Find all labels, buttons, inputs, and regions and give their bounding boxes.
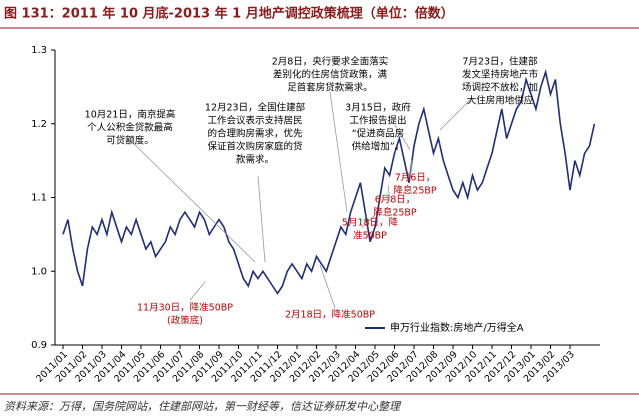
y-tick-label: 1.1 [31, 193, 47, 204]
annotation: 大住房用地供应 [467, 95, 534, 107]
annotation: 可贷额度。 [106, 135, 154, 147]
annotation: 2月18日，降准50BP [285, 309, 375, 321]
annotation: “促进商品房 [352, 128, 404, 140]
annotation: 5月18日，降 [342, 217, 399, 229]
annotation: 发文坚持房地产市 [462, 69, 539, 81]
leader-line [319, 264, 336, 309]
leader-line [257, 175, 266, 263]
leader-line [329, 91, 348, 213]
leader-line [394, 124, 411, 151]
annotation: 供给增加”。 [352, 141, 404, 153]
annotation: 场调控不放松，加 [462, 82, 538, 94]
annotation: 10月21日，南京提高 [85, 109, 176, 121]
leader-line [387, 184, 391, 203]
annotation: 3月15日，政府 [345, 102, 411, 114]
annotation: 的合理购房需求，优先 [207, 128, 303, 140]
leader-line [409, 159, 413, 181]
annotation: 款需求。 [236, 154, 274, 166]
annotation: 保证首次购房家庭的贷 [207, 141, 302, 153]
annotation: 6月8日， [375, 195, 416, 206]
source: 资料来源：万得，国务院网站，住建部网站，第一财经等，信达证券研发中心整理 [4, 400, 402, 413]
leader-line [439, 99, 471, 131]
y-tick-label: 1.2 [31, 119, 47, 130]
annotation: 降息25BP [393, 185, 437, 197]
annotation: 12月23日，全国住建部 [205, 102, 305, 114]
leader-line [361, 214, 376, 229]
annotation: 准50BP [353, 231, 387, 242]
annotation: 工作报告提出 [349, 115, 406, 127]
annotation: (政策底) [167, 315, 203, 327]
annotation: 7月6日， [395, 173, 436, 184]
annotation: 11月30日，降准50BP [137, 302, 233, 314]
annotation: 差别化的住房信贷政策，满 [273, 69, 388, 81]
leader-line [129, 139, 256, 263]
y-tick-label: 1.3 [31, 45, 47, 56]
legend-label: 申万行业指数:房地产/万得全A [390, 321, 524, 334]
series-line [62, 69, 596, 295]
y-tick-label: 0.9 [31, 340, 47, 351]
chart-title: 图 131：2011 年 10 月底-2013 年 1 月地产调控政策梳理（单位… [4, 6, 454, 22]
annotation: 工作会议表示支持居民 [207, 115, 302, 127]
annotation: 足首套房贷款需求。 [287, 82, 373, 94]
annotation: 降息25BP [373, 207, 417, 219]
annotation: 7月23日，住建部 [462, 56, 537, 68]
y-tick-label: 1.0 [31, 266, 47, 277]
leader-line [189, 281, 206, 301]
annotation: 个人公积金贷款最高 [87, 122, 173, 134]
annotation: 2月8日，央行要求全面落实 [272, 56, 389, 68]
